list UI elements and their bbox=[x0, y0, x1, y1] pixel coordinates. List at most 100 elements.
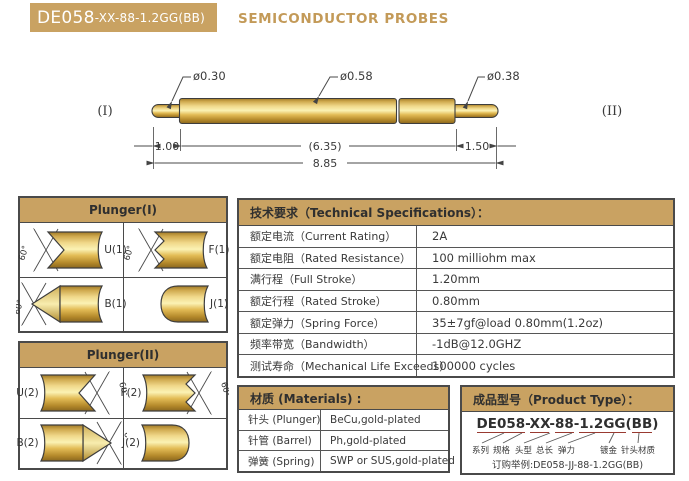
angle-label: 60° bbox=[219, 381, 230, 398]
angle-label: 60° bbox=[116, 381, 127, 398]
material-row: 针管 (Barrel) Ph,gold-plated bbox=[239, 429, 448, 451]
tip-label: J(2) bbox=[122, 437, 140, 450]
spec-row: 额定电阻（Rated Resistance） 100 milliohm max bbox=[239, 246, 673, 269]
material-value: SWP or SUS,gold-plated bbox=[330, 455, 455, 468]
spec-row: 满行程（Full Stroke） 1.20mm bbox=[239, 268, 673, 290]
plunger-cell-f2: F(2) 60° bbox=[120, 368, 230, 418]
specs-header: 技术要求（Technical Specifications）： bbox=[239, 200, 673, 226]
tip-label: U(2) bbox=[16, 386, 39, 399]
spec-value: -1dB@12.0GHZ bbox=[432, 337, 522, 352]
spec-value: 0.80mm bbox=[432, 294, 481, 309]
tip-label: B(2) bbox=[16, 437, 39, 450]
banner-model-series: DE058 bbox=[37, 7, 95, 28]
model-separator: ( bbox=[625, 416, 632, 432]
plunger-cell-f1: 60° F(1) bbox=[122, 223, 229, 277]
plunger-tip-b-icon: 60° bbox=[16, 282, 104, 327]
spec-label: 频率带宽（Bandwidth） bbox=[239, 333, 417, 355]
end-label-ii: (II) bbox=[602, 104, 622, 119]
material-value: BeCu,gold-plated bbox=[330, 413, 421, 426]
spec-value: 1.20mm bbox=[432, 272, 481, 287]
probe-barrel bbox=[178, 97, 398, 125]
spec-row: 额定行程（Rated Stroke） 0.80mm bbox=[239, 289, 673, 312]
banner-model-suffix: -XX-88-1.2GG(BB) bbox=[94, 10, 205, 25]
plunger1-title: Plunger(I) bbox=[20, 198, 226, 223]
plunger-cell-b1: 60° B(1) bbox=[16, 276, 127, 332]
dim-mid-label: (6.35) bbox=[308, 140, 341, 153]
dia-left-label: ø0.30 bbox=[193, 69, 226, 83]
dim-left-label: 1.00 bbox=[155, 140, 180, 153]
probe-right-tip bbox=[449, 103, 499, 119]
model-segment: BB bbox=[631, 416, 653, 433]
dim-total-label: 8.85 bbox=[313, 157, 338, 170]
plunger1-panel: Plunger(I) 60° U(1) bbox=[16, 196, 229, 333]
model-segment: DE058 bbox=[476, 416, 526, 433]
leader-dia-left bbox=[166, 76, 191, 110]
segment-label: 规格 bbox=[493, 446, 511, 456]
model-banner: DE058 -XX-88-1.2GG(BB) bbox=[30, 3, 217, 32]
material-row: 针头 (Plunger) BeCu,gold-plated bbox=[239, 410, 448, 430]
material-row: 弹簧 (Spring) SWP or SUS,gold-plated bbox=[239, 450, 455, 472]
angle-label: 60° bbox=[18, 244, 32, 261]
product-model-code: DE058-XX-88-1.2GG(BB) bbox=[462, 416, 673, 433]
plunger-tip-b-icon: 60° bbox=[39, 421, 127, 466]
segment-labels: 系列 规格 头型 总长 弹力 镀金 针头材质 bbox=[462, 444, 673, 456]
leader-dia-mid bbox=[312, 76, 338, 105]
tip-label: J(1) bbox=[210, 298, 228, 311]
material-label: 针头 (Plunger) bbox=[239, 410, 321, 430]
specs-table: 技术要求（Technical Specifications）： 额定电流（Cur… bbox=[237, 198, 675, 378]
plunger-cell-u2: U(2) 60° bbox=[16, 368, 127, 418]
plunger-tip-j-icon bbox=[160, 285, 210, 323]
material-label: 弹簧 (Spring) bbox=[239, 451, 321, 472]
probe-barrel-section bbox=[398, 97, 456, 125]
product-type-box: 成品型号（Product Type）： DE058-XX-88-1.2GG(BB… bbox=[460, 385, 675, 475]
spec-row: 测试寿命（Mechanical Life Exceeds） 100000 cyc… bbox=[239, 354, 673, 377]
tip-label: U(1) bbox=[104, 243, 127, 256]
angle-label: 60° bbox=[16, 299, 26, 316]
model-segment: GG bbox=[603, 416, 626, 433]
segment-leader-lines bbox=[481, 432, 640, 444]
plunger-cell-b2: B(2) 60° bbox=[16, 417, 127, 469]
materials-table: 材质 (Materials) : 针头 (Plunger) BeCu,gold-… bbox=[237, 385, 455, 473]
spec-value: 2A bbox=[432, 229, 448, 244]
segment-label: 总长 bbox=[536, 446, 554, 456]
page-title: SEMICONDUCTOR PROBES bbox=[238, 11, 449, 27]
tip-label: F(1) bbox=[208, 243, 230, 256]
spec-label: 额定行程（Rated Stroke） bbox=[239, 290, 417, 312]
spec-row: 额定弹力（Spring Force） 35±7gf@load 0.80mm(1.… bbox=[239, 311, 673, 333]
spec-value: 100000 cycles bbox=[432, 358, 516, 373]
plunger-tip-f-icon: 60° bbox=[122, 227, 208, 272]
order-example: 订购举例:DE058-JJ-88-1.2GG(BB) bbox=[491, 460, 644, 471]
dim-right-label: 1.50 bbox=[465, 140, 490, 153]
spec-label: 测试寿命（Mechanical Life Exceeds） bbox=[239, 355, 450, 377]
segment-label: 系列 bbox=[472, 446, 490, 456]
spec-value: 35±7gf@load 0.80mm(1.2oz) bbox=[432, 315, 604, 330]
spec-label: 满行程（Full Stroke） bbox=[239, 269, 417, 290]
plunger-cell-j2: J(2) bbox=[122, 417, 226, 468]
model-separator: - bbox=[573, 416, 580, 432]
probe-drawing: ø0.30 ø0.58 ø0.38 (I) (II) 1.00 (6.35) 1… bbox=[97, 69, 622, 170]
tip-label: F(2) bbox=[120, 386, 142, 399]
plunger-cell-j1: J(1) bbox=[123, 276, 228, 331]
plunger-tip-f-icon: 60° bbox=[142, 370, 230, 415]
segment-label: 头型 bbox=[515, 446, 533, 456]
segment-label: 镀金 bbox=[600, 446, 618, 456]
angle-label: 60° bbox=[122, 244, 136, 261]
plunger-tip-u-icon: 60° bbox=[39, 370, 127, 415]
dia-right-label: ø0.38 bbox=[487, 69, 520, 83]
model-separator: ) bbox=[652, 416, 659, 432]
dia-mid-label: ø0.58 bbox=[340, 69, 373, 83]
plunger2-title: Plunger(II) bbox=[20, 343, 226, 368]
plunger-tip-j-icon bbox=[140, 424, 190, 462]
model-segment: 1.2 bbox=[579, 416, 604, 433]
spec-label: 额定电阻（Rated Resistance） bbox=[239, 247, 417, 269]
material-value: Ph,gold-plated bbox=[330, 434, 407, 447]
spec-row: 额定电流（Current Rating） 2A bbox=[239, 226, 673, 247]
spec-label: 额定电流（Current Rating） bbox=[239, 226, 417, 247]
segment-label: 弹力 bbox=[558, 446, 576, 456]
spec-label: 额定弹力（Spring Force） bbox=[239, 312, 417, 333]
spec-value: 100 milliohm max bbox=[432, 250, 536, 265]
end-label-i: (I) bbox=[97, 104, 112, 119]
spec-row: 频率带宽（Bandwidth） -1dB@12.0GHZ bbox=[239, 332, 673, 355]
model-separator: - bbox=[549, 416, 555, 432]
